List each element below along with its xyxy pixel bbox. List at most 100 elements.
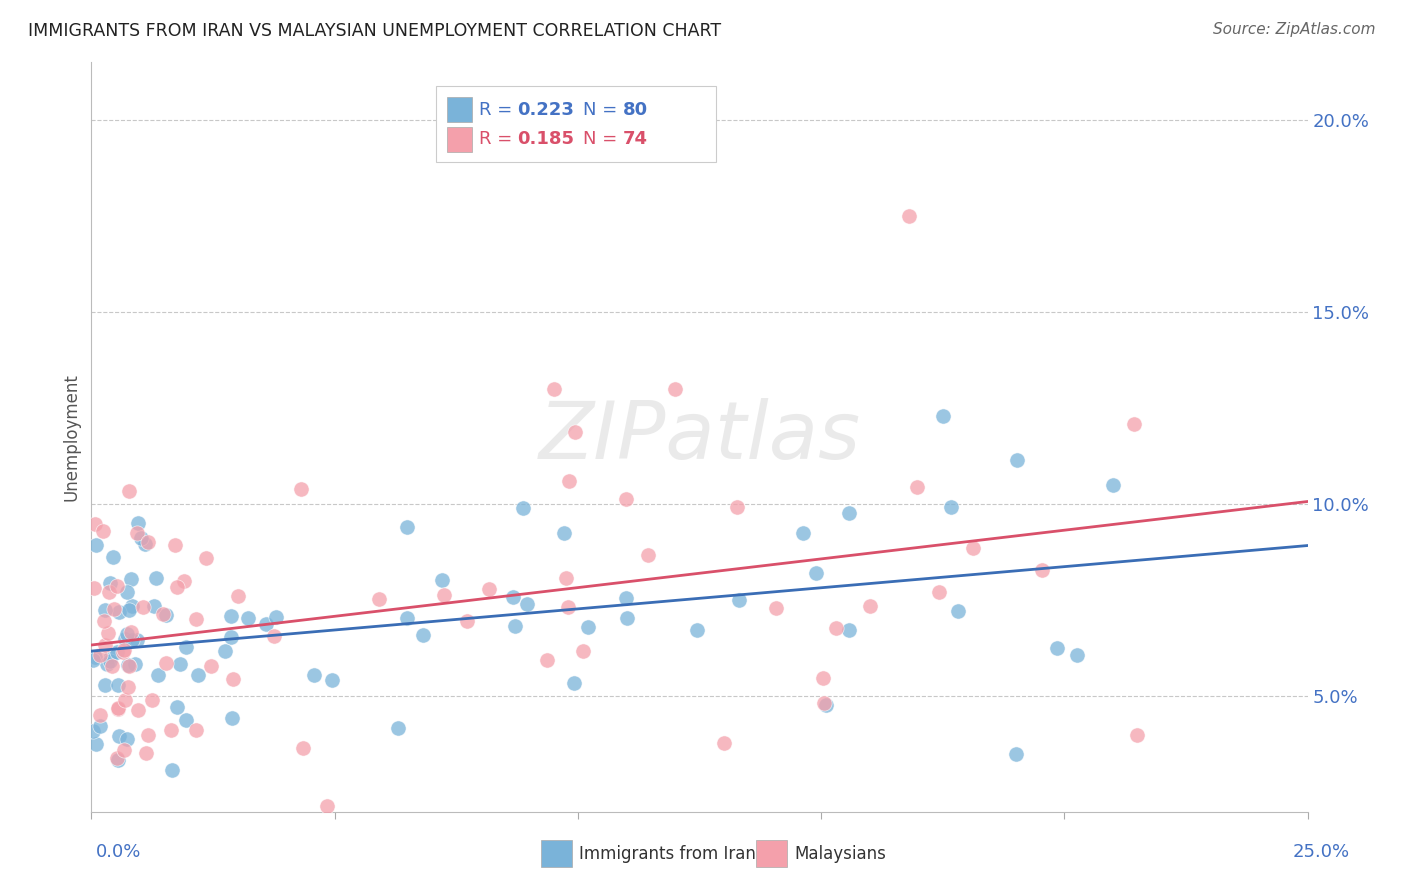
Point [478, 582, 501, 597]
Point [93, 638, 115, 652]
Point [395, 611, 418, 625]
Point [194, 551, 217, 566]
Text: IMMIGRANTS FROM IRAN VS MALAYSIAN UNEMPLOYMENT CORRELATION CHART: IMMIGRANTS FROM IRAN VS MALAYSIAN UNEMPL… [28, 22, 721, 40]
Point [127, 516, 149, 530]
Point [94, 678, 117, 692]
Point [815, 698, 838, 712]
Point [572, 644, 595, 658]
Point [115, 626, 138, 640]
Point [728, 593, 751, 607]
Point [98, 576, 121, 591]
Point [89, 708, 111, 723]
Point [100, 648, 122, 663]
Point [200, 658, 222, 673]
Point [813, 696, 835, 710]
Point [664, 382, 686, 396]
Point [725, 500, 748, 515]
Point [169, 657, 191, 672]
Point [939, 500, 962, 515]
Point [124, 657, 146, 671]
Point [433, 588, 456, 602]
Point [221, 711, 243, 725]
Point [129, 531, 152, 545]
Point [512, 500, 534, 515]
Point [121, 633, 143, 648]
Point [302, 668, 325, 682]
Point [121, 599, 143, 613]
Point [1126, 728, 1149, 742]
Point [132, 600, 155, 615]
Point [103, 550, 125, 565]
Point [165, 538, 187, 552]
Point [503, 619, 526, 633]
Point [792, 526, 814, 541]
Point [107, 702, 129, 716]
Point [543, 382, 565, 396]
Point [254, 616, 277, 631]
Point [166, 700, 188, 714]
Point [1102, 478, 1125, 492]
Point [536, 653, 558, 667]
Y-axis label: Unemployment: Unemployment [62, 373, 80, 501]
Point [614, 491, 637, 506]
Point [1007, 453, 1029, 467]
Point [120, 572, 142, 586]
Text: Malaysians: Malaysians [794, 845, 886, 863]
Text: ZIPatlas: ZIPatlas [538, 398, 860, 476]
Point [176, 640, 198, 654]
Point [105, 751, 128, 765]
Point [290, 482, 312, 496]
Point [221, 630, 243, 644]
Point [84, 538, 107, 552]
Point [616, 610, 638, 624]
Point [146, 668, 169, 682]
Point [117, 732, 139, 747]
Point [114, 693, 136, 707]
Point [264, 609, 287, 624]
Point [118, 659, 141, 673]
Point [107, 753, 129, 767]
Point [222, 672, 245, 686]
Point [456, 615, 478, 629]
Point [564, 425, 586, 439]
Point [101, 659, 124, 673]
Point [136, 534, 159, 549]
Point [184, 612, 207, 626]
Point [576, 620, 599, 634]
Point [84, 737, 107, 751]
Point [155, 607, 177, 622]
Point [120, 625, 142, 640]
Point [765, 600, 787, 615]
Point [136, 728, 159, 742]
Point [111, 644, 134, 658]
Point [825, 621, 848, 635]
Point [166, 580, 188, 594]
Text: 0.0%: 0.0% [96, 843, 141, 861]
Point [173, 574, 195, 588]
Text: 80: 80 [623, 101, 648, 119]
Point [321, 673, 343, 688]
Point [127, 703, 149, 717]
Point [115, 585, 138, 599]
Point [82, 723, 104, 738]
Point [553, 525, 575, 540]
Point [395, 520, 418, 534]
Text: 74: 74 [623, 130, 648, 148]
Point [155, 657, 177, 671]
Point [118, 602, 141, 616]
Point [412, 628, 434, 642]
Point [117, 657, 139, 672]
Point [83, 516, 105, 531]
Point [905, 480, 928, 494]
Text: R =: R = [479, 130, 519, 148]
Point [1066, 648, 1088, 663]
Point [962, 541, 984, 555]
Point [84, 650, 107, 665]
Point [82, 653, 104, 667]
Point [263, 629, 285, 643]
Point [226, 589, 249, 603]
Point [368, 592, 391, 607]
Point [97, 625, 120, 640]
Point [114, 632, 136, 646]
Point [292, 741, 315, 756]
